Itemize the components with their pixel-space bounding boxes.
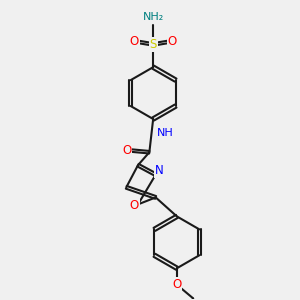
Text: NH₂: NH₂ [142, 12, 164, 22]
Text: O: O [130, 35, 139, 48]
Text: S: S [149, 38, 157, 51]
Text: N: N [155, 164, 164, 177]
Text: O: O [167, 35, 177, 48]
Text: O: O [130, 200, 139, 212]
Text: O: O [172, 278, 182, 291]
Text: O: O [122, 144, 131, 157]
Text: NH: NH [157, 128, 174, 138]
